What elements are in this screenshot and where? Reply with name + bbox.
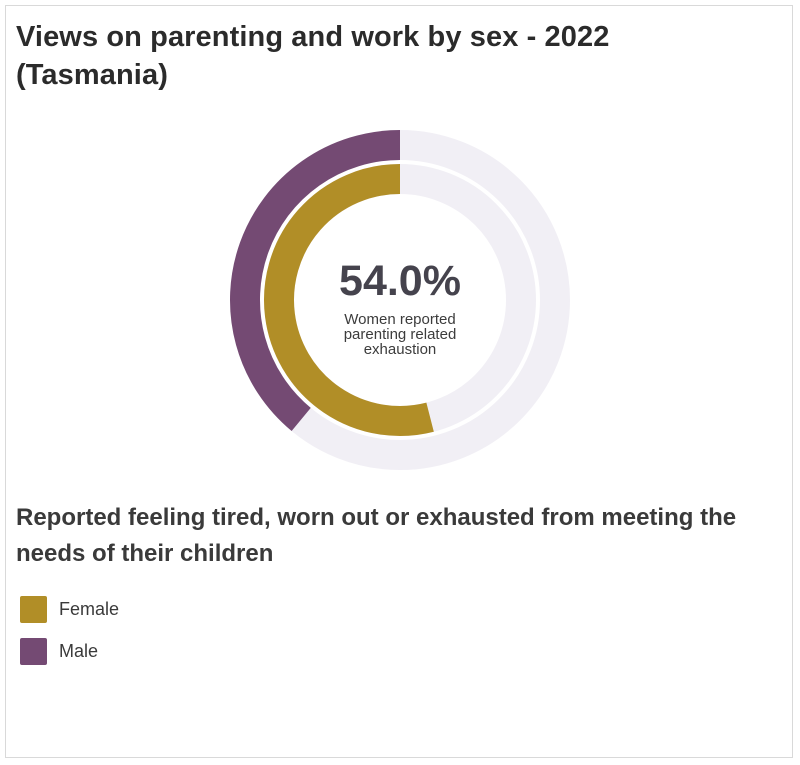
center-value: 54.0% xyxy=(339,257,461,305)
chart-title: Views on parenting and work by sex - 202… xyxy=(16,21,610,91)
chart-subtitle: Reported feeling tired, worn out or exha… xyxy=(16,504,737,567)
legend-item-male[interactable]: Male xyxy=(20,630,119,672)
male-swatch xyxy=(20,637,47,665)
legend-item-female[interactable]: Female xyxy=(20,588,119,630)
center-caption: Women reported parenting related exhaust… xyxy=(343,311,457,358)
legend-label-female: Female xyxy=(59,598,120,619)
legend: Female Male xyxy=(20,588,119,672)
male-arc[interactable] xyxy=(230,130,401,431)
female-swatch xyxy=(20,595,47,623)
legend-label-male: Male xyxy=(59,640,99,661)
female-arc[interactable] xyxy=(264,164,434,436)
